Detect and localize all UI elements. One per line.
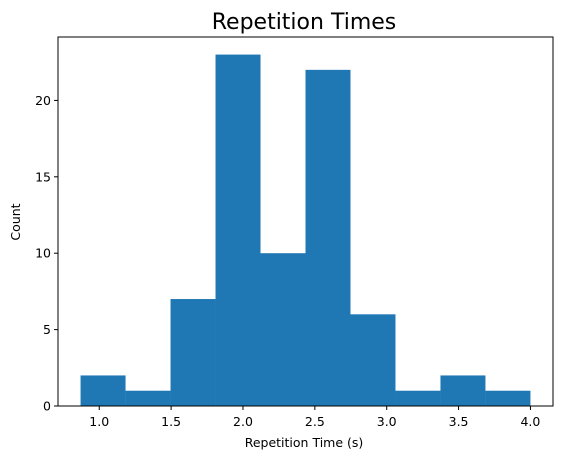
y-tick-label: 15 xyxy=(35,169,51,184)
y-tick-label: 5 xyxy=(43,322,51,337)
histogram-bar xyxy=(170,299,216,406)
x-axis-label: Repetition Time (s) xyxy=(245,435,364,450)
plot-area-frame xyxy=(57,36,554,407)
y-axis-ticks: 0 5 10 15 20 xyxy=(35,93,58,414)
histogram-bar xyxy=(350,314,396,406)
histogram-bar xyxy=(395,390,441,406)
histogram-bar xyxy=(260,253,306,406)
x-tick-label: 3.5 xyxy=(449,414,469,429)
x-tick-label: 3.0 xyxy=(377,414,397,429)
x-tick-label: 1.0 xyxy=(89,414,109,429)
histogram-bar xyxy=(305,69,351,407)
histogram-bar xyxy=(80,375,126,406)
histogram-bar xyxy=(440,375,486,406)
histogram-bar xyxy=(215,54,261,406)
y-axis-label: Count xyxy=(8,203,23,240)
x-tick-label: 1.5 xyxy=(161,414,181,429)
x-tick-label: 2.0 xyxy=(233,414,253,429)
x-tick-label: 4.0 xyxy=(520,414,540,429)
x-tick-label: 2.5 xyxy=(305,414,325,429)
histogram-bar xyxy=(485,390,531,406)
histogram-bars xyxy=(80,54,531,407)
y-tick-label: 20 xyxy=(35,93,51,108)
chart-title: Repetition Times xyxy=(212,10,397,35)
histogram-bar xyxy=(125,390,171,406)
x-axis-ticks: 1.0 1.5 2.0 2.5 3.0 3.5 4.0 xyxy=(89,406,540,429)
y-tick-label: 10 xyxy=(35,246,51,261)
y-tick-label: 0 xyxy=(43,399,51,414)
